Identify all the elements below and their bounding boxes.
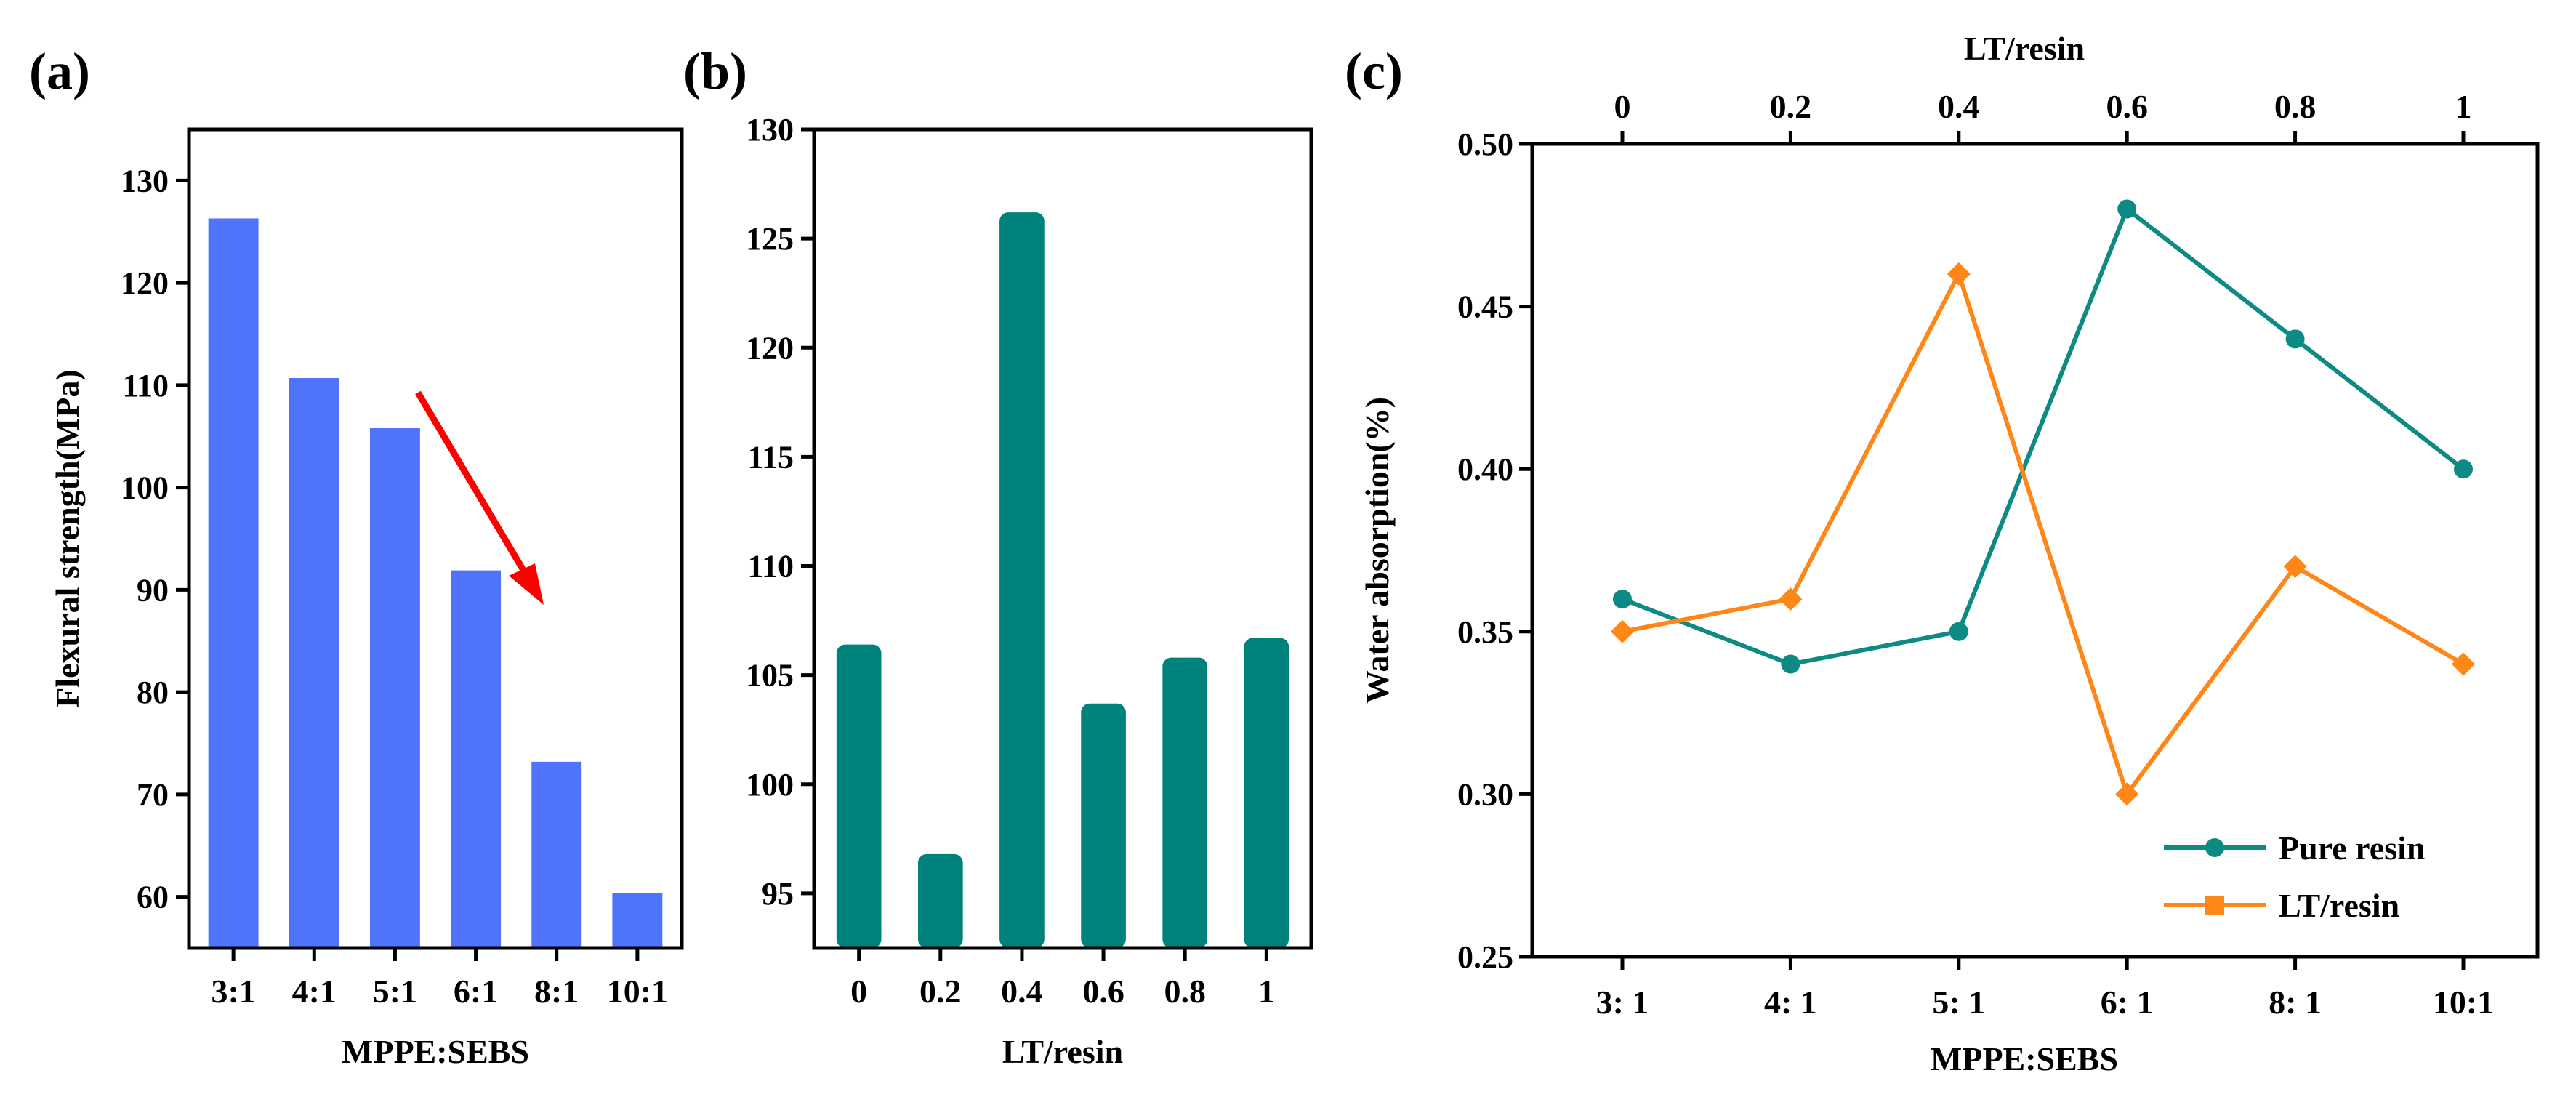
- bar-6: [612, 892, 663, 948]
- y-tick-label: 105: [746, 658, 794, 694]
- bar-4: [1081, 703, 1126, 948]
- panel-b-frame: [812, 127, 1313, 950]
- bar-1: [208, 218, 259, 948]
- panel-b-label: (b): [683, 42, 747, 100]
- data-point: [1613, 590, 1632, 609]
- y-tick-label: 70: [137, 777, 169, 813]
- data-point: [1779, 587, 1803, 611]
- y-tick-label: 0.45: [1457, 289, 1513, 325]
- data-point: [1781, 654, 1800, 674]
- top-x-tick-label: 0.6: [2106, 88, 2148, 125]
- x-tick-label: 3: 1: [1596, 984, 1649, 1021]
- y-tick-label: 110: [122, 368, 169, 403]
- x-tick-label: 0.4: [1001, 973, 1043, 1010]
- x-tick-label: 5:1: [373, 973, 417, 1010]
- data-point: [2454, 459, 2473, 479]
- y-tick-label: 0.40: [1457, 451, 1513, 487]
- x-tick-label: 5: 1: [1932, 984, 1985, 1021]
- panel-a-label: (a): [29, 42, 90, 100]
- x-tick-label: 10:1: [607, 973, 668, 1010]
- y-tick-label: 125: [746, 221, 794, 257]
- bar-4: [451, 570, 502, 948]
- y-tick-label: 120: [121, 265, 169, 301]
- y-tick-label: 0.50: [1457, 126, 1513, 162]
- panel-c: (c) 0.250.300.350.400.450.50 3: 1 4: 1 5: …: [1345, 30, 2540, 1077]
- data-point: [1947, 262, 1971, 286]
- x-tick-label: 1: [1258, 973, 1275, 1010]
- panel-a-frame: [187, 127, 684, 950]
- top-x-tick-label: 0.8: [2274, 88, 2317, 125]
- y-tick-label: 80: [137, 675, 169, 710]
- bar-6: [1244, 638, 1289, 948]
- x-tick-label: 10:1: [2433, 984, 2494, 1021]
- y-tick-label: 0.25: [1457, 939, 1513, 975]
- y-tick-label: 100: [746, 767, 794, 803]
- panel-a-xlabel: MPPE:SEBS: [342, 1033, 529, 1070]
- y-tick-label: 110: [747, 549, 794, 584]
- legend-lt-resin-marker: [2205, 896, 2224, 915]
- panel-c-label: (c): [1345, 42, 1403, 100]
- series-line-2: [1622, 268, 2465, 799]
- bar-2: [917, 853, 963, 948]
- panel-a: (a) 60 70 80 90 100 110 120 130 3:1 4:1 5:1 6:1 8:1…: [29, 42, 684, 1070]
- bar-3: [999, 212, 1045, 948]
- y-tick-label: 130: [121, 163, 169, 198]
- data-point: [2115, 782, 2139, 806]
- x-tick-label: 8: 1: [2269, 984, 2322, 1021]
- panel-c-ylabel: Water absorption(%): [1359, 397, 1396, 704]
- trend-arrow-head: [509, 563, 544, 605]
- y-tick-label: 90: [137, 572, 169, 608]
- panel-c-top-xlabel: LT/resin: [1964, 30, 2085, 67]
- legend-item-lt-resin: LT/resin: [2164, 887, 2399, 924]
- x-tick-label: 8:1: [534, 973, 579, 1010]
- panel-c-frame: [1530, 142, 2540, 959]
- series-line-1: [1621, 205, 2465, 667]
- x-tick-label: 3:1: [211, 973, 255, 1010]
- x-tick-label: 4: 1: [1764, 984, 1817, 1021]
- y-tick-label: 60: [137, 880, 169, 915]
- x-tick-label: 6:1: [454, 973, 498, 1010]
- y-tick-label: 120: [746, 330, 794, 366]
- x-tick-label: 0: [850, 973, 867, 1010]
- legend-pure-resin-label: Pure resin: [2279, 829, 2425, 867]
- top-x-tick-label: 0: [1614, 88, 1631, 125]
- data-point: [2285, 329, 2305, 349]
- y-tick-label: 0.35: [1457, 614, 1513, 650]
- x-tick-label: 0.2: [919, 973, 962, 1010]
- legend: Pure resin LT/resin: [2164, 829, 2425, 924]
- panel-b-xlabel: LT/resin: [1002, 1033, 1123, 1070]
- data-point: [2117, 199, 2137, 219]
- bar-3: [369, 427, 420, 948]
- data-point: [1611, 619, 1634, 643]
- y-tick-label: 100: [121, 470, 169, 506]
- top-x-tick-label: 0.4: [1938, 88, 1980, 125]
- data-point: [1949, 622, 1968, 641]
- legend-pure-resin-marker: [2205, 838, 2224, 857]
- bar-2: [289, 378, 339, 948]
- bar-1: [836, 644, 882, 948]
- top-x-tick-label: 1: [2455, 88, 2472, 125]
- top-x-tick-label: 0.2: [1770, 88, 1812, 125]
- legend-item-pure-resin: Pure resin: [2164, 829, 2425, 867]
- panel-a-ylabel: Flexural strength(MPa): [49, 369, 86, 707]
- trend-arrow-shaft: [415, 390, 534, 586]
- y-tick-label: 95: [762, 876, 794, 912]
- x-tick-label: 6: 1: [2101, 984, 2154, 1021]
- y-tick-label: 0.30: [1457, 776, 1513, 812]
- panel-b: (b) 95 100 105 110 115 120 125 130 0 0.2 0.4 0.6 0.…: [683, 42, 1313, 1070]
- data-point: [2452, 652, 2475, 676]
- legend-lt-resin-label: LT/resin: [2279, 887, 2399, 924]
- y-tick-label: 130: [746, 112, 794, 148]
- x-tick-label: 0.6: [1082, 973, 1124, 1010]
- x-tick-label: 4:1: [292, 973, 337, 1010]
- x-tick-label: 0.8: [1164, 973, 1206, 1010]
- bar-5: [531, 761, 582, 948]
- y-tick-label: 115: [747, 439, 794, 475]
- bar-5: [1162, 657, 1208, 948]
- panel-c-xlabel: MPPE:SEBS: [1931, 1040, 2118, 1077]
- data-point: [2283, 555, 2307, 579]
